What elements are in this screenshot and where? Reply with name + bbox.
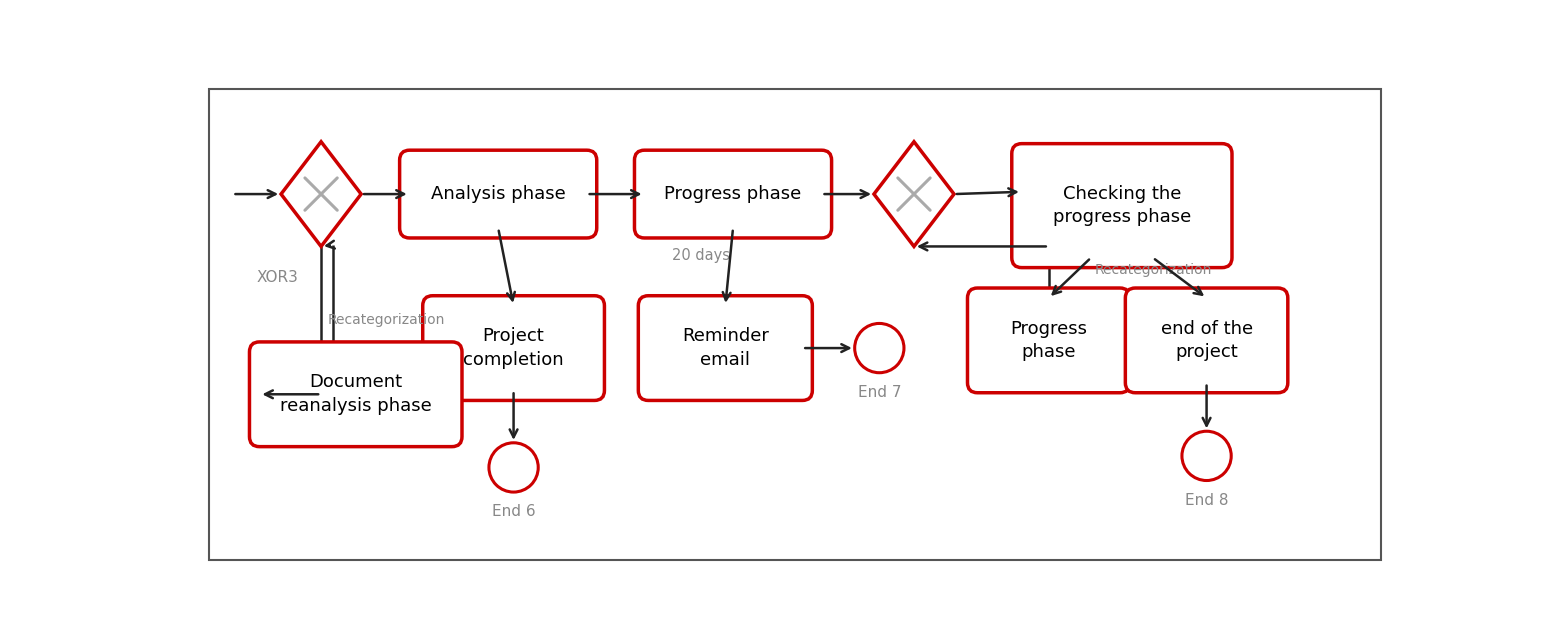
Text: Analysis phase: Analysis phase	[431, 185, 565, 203]
FancyBboxPatch shape	[967, 288, 1130, 393]
Polygon shape	[874, 142, 954, 247]
FancyBboxPatch shape	[399, 150, 596, 238]
Text: Recategorization: Recategorization	[1094, 263, 1212, 277]
FancyBboxPatch shape	[250, 342, 462, 447]
Text: 20 days: 20 days	[672, 248, 729, 263]
Text: Progress phase: Progress phase	[664, 185, 802, 203]
FancyBboxPatch shape	[1012, 144, 1232, 268]
Text: Reminder
email: Reminder email	[681, 327, 768, 369]
FancyBboxPatch shape	[638, 296, 812, 401]
Text: XOR3: XOR3	[256, 270, 298, 284]
FancyBboxPatch shape	[422, 296, 604, 401]
Text: Document
reanalysis phase: Document reanalysis phase	[279, 374, 431, 415]
Text: Checking the
progress phase: Checking the progress phase	[1052, 185, 1190, 227]
FancyBboxPatch shape	[635, 150, 832, 238]
Text: Project
completion: Project completion	[462, 327, 563, 369]
Text: End 6: End 6	[492, 505, 535, 519]
Text: End 8: End 8	[1184, 493, 1228, 508]
Circle shape	[489, 443, 539, 492]
Text: Progress
phase: Progress phase	[1010, 320, 1088, 361]
Polygon shape	[281, 142, 362, 247]
FancyBboxPatch shape	[1125, 288, 1288, 393]
Text: End 7: End 7	[858, 385, 902, 400]
Circle shape	[855, 324, 903, 373]
Text: end of the
project: end of the project	[1161, 320, 1252, 361]
Text: Recategorization: Recategorization	[327, 313, 444, 327]
Circle shape	[1183, 431, 1231, 480]
